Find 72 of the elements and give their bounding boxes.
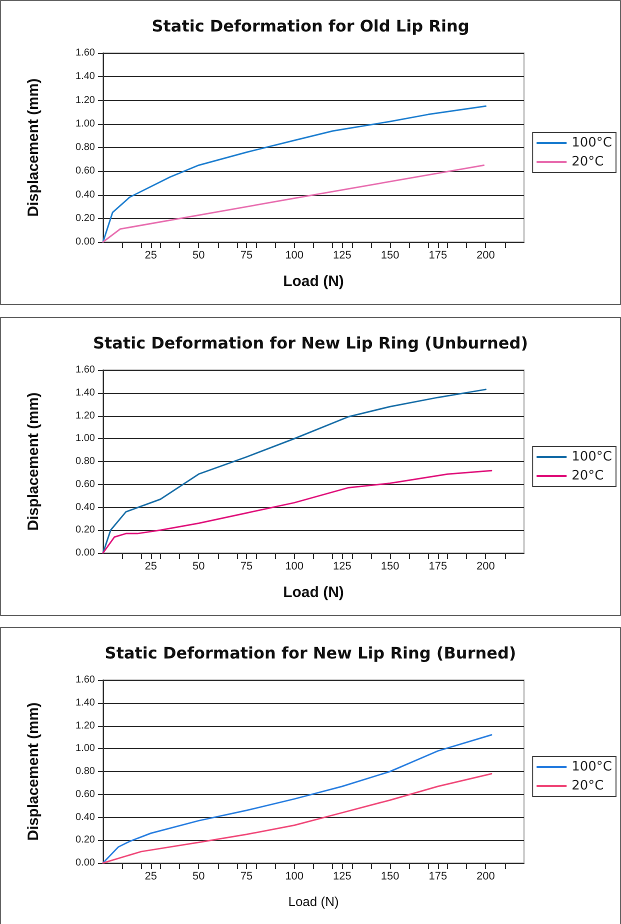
chart-title: Static Deformation for New Lip Ring (Burned) [104,644,516,662]
y-tick-label: 1.60 [76,674,96,686]
x-tick-label: 150 [380,870,400,882]
x-tick-label: 100 [285,250,304,262]
x-tick-label: 50 [192,870,205,882]
x-tick-label: 50 [192,250,205,262]
y-tick-label: 0.80 [76,766,96,777]
x-axis-title: Load (N) [283,584,344,601]
x-tick-label: 125 [333,560,352,572]
y-tick-label: 0.60 [76,478,96,490]
x-tick-label: 75 [240,560,253,572]
y-tick-label: 0.20 [76,212,96,224]
line-series [102,773,492,864]
y-tick-label: 0.20 [76,524,96,536]
x-tick-label: 150 [380,250,400,262]
y-tick-label: 0.40 [76,812,96,823]
line-series [102,388,486,554]
x-tick-label: 175 [428,250,448,262]
x-axis-title: Load (N) [288,894,339,909]
y-tick-label: 1.00 [76,433,96,444]
legend-label: 100°C [572,760,612,774]
y-tick-label: 1.20 [76,94,96,106]
x-tick-label: 75 [240,250,253,262]
x-tick-label: 25 [144,870,157,882]
y-tick-label: 0.80 [76,456,96,467]
y-axis-title: Displacement (mm) [25,392,42,531]
x-tick-label: 125 [333,250,352,262]
x-tick-label: 50 [192,560,205,572]
x-tick-label: 200 [476,560,495,572]
y-tick-label: 0.00 [76,236,96,248]
chart-title: Static Deformation for Old Lip Ring [152,16,470,36]
y-tick-label: 0.60 [76,788,96,800]
y-tick-label: 1.40 [76,387,96,398]
legend-label: 20°C [572,778,604,794]
x-tick-label: 75 [240,870,253,882]
y-tick-label: 1.20 [76,410,96,422]
y-tick-label: 1.00 [76,743,96,754]
x-tick-label: 150 [380,560,400,572]
x-axis-title: Load (N) [283,273,344,290]
y-axis-title: Displacement (mm) [25,78,42,217]
y-tick-label: 0.80 [76,142,96,153]
legend-label: 20°C [572,154,604,170]
y-tick-label: 0.40 [76,189,96,200]
legend-label: 20°C [572,468,604,484]
line-series [102,164,485,243]
x-tick-label: 125 [333,870,352,882]
chart-title: Static Deformation for New Lip Ring (Unburned) [92,334,528,352]
x-tick-label: 175 [428,870,448,882]
y-tick-label: 0.60 [76,166,96,177]
y-tick-label: 1.60 [76,48,96,58]
y-tick-label: 1.40 [76,71,96,82]
y-tick-label: 1.00 [76,118,96,130]
y-tick-label: 0.00 [76,548,96,558]
y-axis-title: Displacement (mm) [25,702,42,841]
y-tick-label: 1.20 [76,720,96,732]
x-tick-label: 100 [285,870,304,882]
line-series [102,734,492,864]
x-tick-label: 100 [285,560,304,572]
x-tick-label: 200 [476,870,495,882]
y-tick-label: 1.60 [76,364,96,376]
x-tick-label: 175 [428,560,448,572]
x-tick-label: 25 [144,560,157,572]
legend-label: 100°C [572,450,612,464]
y-tick-label: 0.20 [76,834,96,846]
y-tick-label: 0.00 [76,858,96,868]
line-series [102,470,492,554]
y-tick-label: 1.40 [76,697,96,708]
x-tick-label: 25 [144,250,157,262]
y-tick-label: 0.40 [76,502,96,513]
legend-label: 100°C [572,136,612,150]
line-series [102,105,486,243]
x-tick-label: 200 [476,250,495,262]
